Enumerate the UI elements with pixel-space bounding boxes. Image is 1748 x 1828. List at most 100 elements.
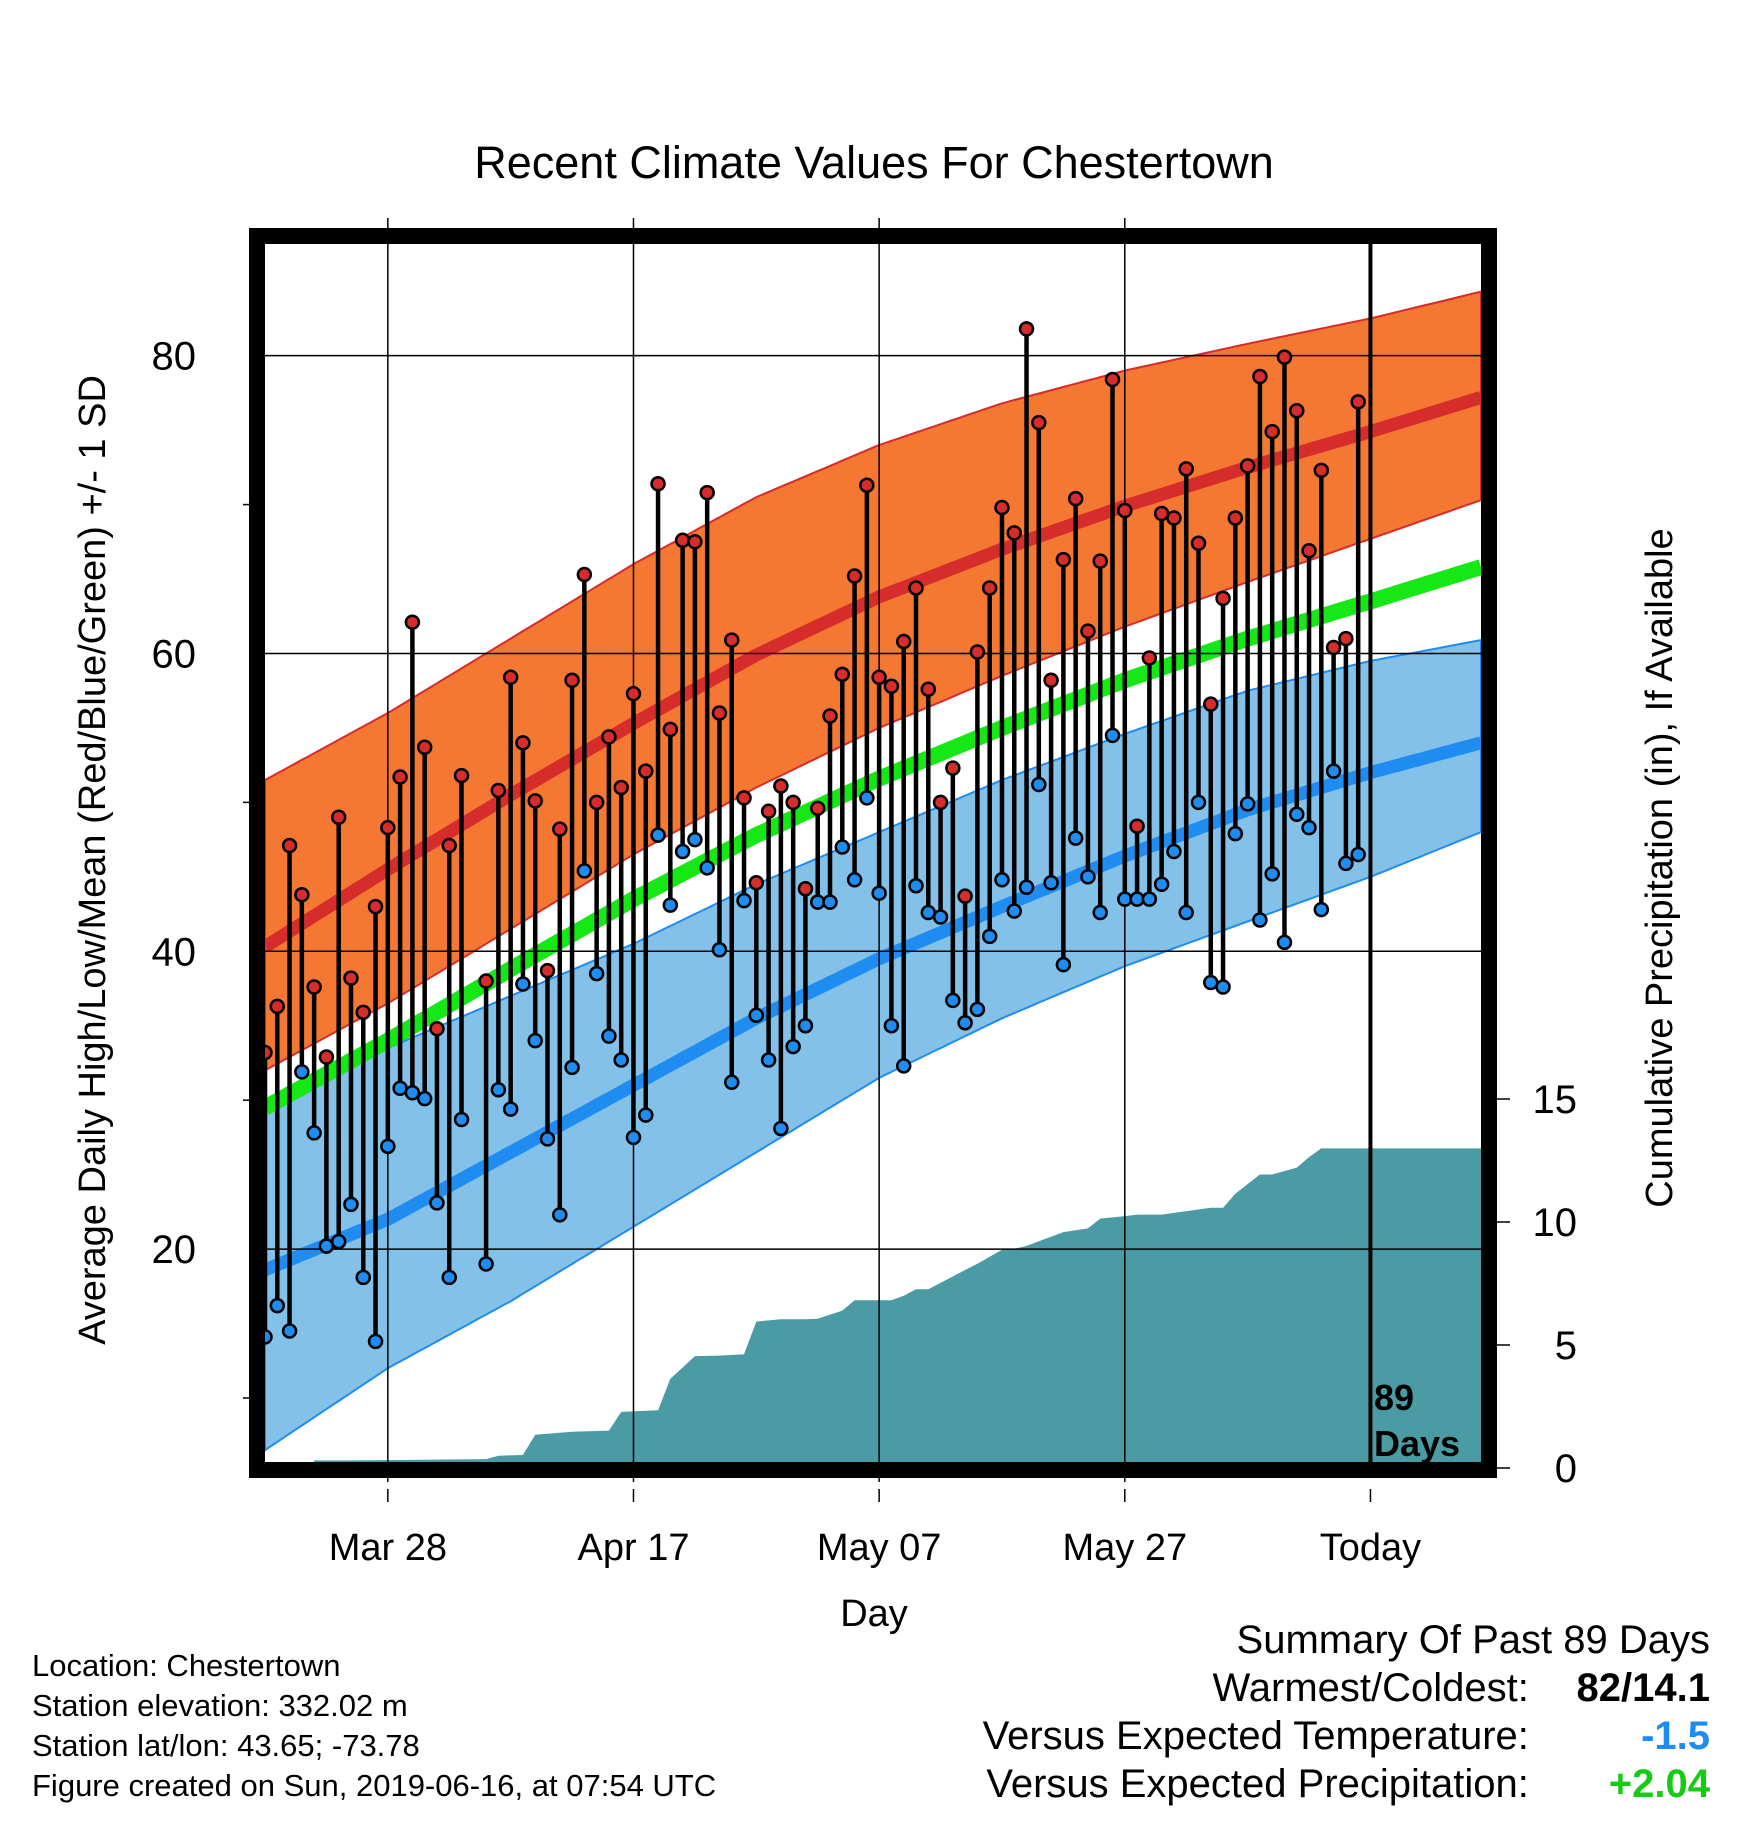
daily-low-point <box>674 843 691 860</box>
summary-title: Summary Of Past 89 Days <box>1236 1618 1710 1662</box>
daily-high-point <box>1092 553 1108 569</box>
daily-low-point <box>404 1084 421 1101</box>
daily-low-point <box>564 1059 580 1076</box>
precip-label: Versus Expected Precipitation: <box>986 1762 1529 1806</box>
daily-high-point <box>736 790 752 806</box>
daily-high-point <box>932 794 949 811</box>
daily-low-point <box>994 872 1010 888</box>
daily-low-point <box>1301 819 1317 836</box>
daily-low-point <box>1031 776 1047 793</box>
daily-low-point <box>797 1017 814 1034</box>
daily-high-point <box>1215 590 1231 607</box>
precipitation-area-layer <box>314 1148 1482 1468</box>
daily-low-point <box>625 1129 642 1146</box>
daily-high-point <box>355 1004 372 1021</box>
daily-low-point <box>895 1058 912 1074</box>
daily-high-point <box>883 678 900 694</box>
daily-low-point <box>723 1074 740 1091</box>
daily-low-point <box>1141 891 1158 907</box>
daily-high-point <box>1203 696 1219 712</box>
daily-high-point <box>1276 349 1293 365</box>
daily-high-point <box>895 633 912 650</box>
daily-high-point <box>809 800 826 817</box>
daily-low-point <box>1006 903 1023 919</box>
y-left-tick-label: 20 <box>152 1228 197 1272</box>
daily-low-point <box>1264 866 1280 882</box>
daily-low-point <box>1178 904 1194 921</box>
daily-high-point <box>760 803 777 820</box>
warmest-value: 82/14.1 <box>1576 1666 1710 1710</box>
daily-high-point <box>1080 623 1096 639</box>
daily-low-point <box>1276 934 1293 951</box>
summary-panel: Summary Of Past 89 Days Warmest/Coldest:… <box>983 1616 1710 1808</box>
today-days-count: 89 <box>1374 1377 1414 1418</box>
daily-high-point <box>1055 551 1072 568</box>
daily-high-point <box>1104 371 1121 388</box>
daily-high-point <box>281 837 298 854</box>
daily-high-point <box>318 1049 335 1065</box>
daily-high-point <box>380 819 396 836</box>
daily-high-point <box>552 821 568 837</box>
daily-low-point <box>711 942 728 958</box>
summary-temp-row: Versus Expected Temperature: -1.5 <box>983 1712 1710 1760</box>
daily-high-point <box>478 973 494 989</box>
daily-low-point <box>687 831 703 848</box>
daily-high-point <box>1239 458 1256 474</box>
daily-high-point <box>1338 630 1354 647</box>
daily-high-point <box>576 566 593 583</box>
warmest-label: Warmest/Coldest: <box>1212 1666 1529 1710</box>
daily-low-point <box>441 1269 457 1286</box>
daily-high-point <box>306 979 322 995</box>
normal-high-mean-line <box>261 391 1483 953</box>
daily-range-stems-layer <box>262 328 1361 1342</box>
daily-high-point <box>330 809 347 826</box>
daily-low-point <box>773 1120 789 1137</box>
temp-label: Versus Expected Temperature: <box>982 1714 1529 1758</box>
daily-high-point <box>343 970 359 986</box>
daily-low-point <box>981 928 998 945</box>
daily-low-point <box>1338 855 1354 872</box>
y-left-tick-label: 80 <box>152 335 197 379</box>
daily-low-point <box>699 860 715 876</box>
daily-low-point <box>330 1233 347 1250</box>
daily-high-point <box>1252 368 1268 385</box>
daily-low-point <box>908 878 924 894</box>
daily-low-point <box>576 863 593 879</box>
y-left-tick-label: 60 <box>152 632 197 676</box>
daily-high-point <box>846 568 863 584</box>
summary-precip-row: Versus Expected Precipitation: +2.04 <box>983 1760 1710 1808</box>
daily-high-point <box>723 632 740 648</box>
temp-value: -1.5 <box>1641 1714 1710 1758</box>
station-info: Location: Chestertown Station elevation:… <box>32 1646 716 1806</box>
x-axis-label: Day <box>840 1593 908 1635</box>
daily-low-point <box>453 1111 470 1128</box>
x-tick-label: May 07 <box>817 1527 942 1569</box>
daily-high-point <box>564 672 580 689</box>
daily-high-point <box>1117 502 1133 519</box>
daily-high-point <box>994 499 1010 516</box>
x-tick-label: Mar 28 <box>329 1527 447 1569</box>
y-left-tick-label: 40 <box>152 930 197 974</box>
daily-low-point <box>846 872 863 888</box>
station-location: Location: Chestertown <box>32 1648 341 1683</box>
daily-high-point <box>1301 542 1317 559</box>
daily-high-point <box>1227 510 1244 526</box>
daily-high-point <box>1264 423 1280 440</box>
daily-low-point <box>1080 869 1096 885</box>
y-axis-left-label: Average Daily High/Low/Mean (Red/Blue/Gr… <box>72 375 114 1345</box>
daily-low-point <box>760 1052 777 1068</box>
daily-low-point <box>1043 875 1059 891</box>
daily-low-point <box>1227 825 1244 842</box>
daily-high-point <box>650 475 666 492</box>
daily-high-point <box>1067 490 1084 507</box>
daily-low-point <box>969 1001 986 1018</box>
axes-layer: 20 40 60 80 0 5 10 15 Mar 28 Apr 17 May 07 May 27 To… <box>152 335 1578 1569</box>
daily-low-point <box>294 1064 310 1080</box>
daily-low-point <box>748 1007 765 1024</box>
daily-low-point <box>1215 979 1231 995</box>
daily-dots-layer <box>257 321 1366 1350</box>
daily-high-point <box>1129 818 1145 834</box>
daily-low-point <box>429 1195 445 1211</box>
daily-low-point <box>588 965 605 982</box>
daily-high-point <box>674 532 691 549</box>
